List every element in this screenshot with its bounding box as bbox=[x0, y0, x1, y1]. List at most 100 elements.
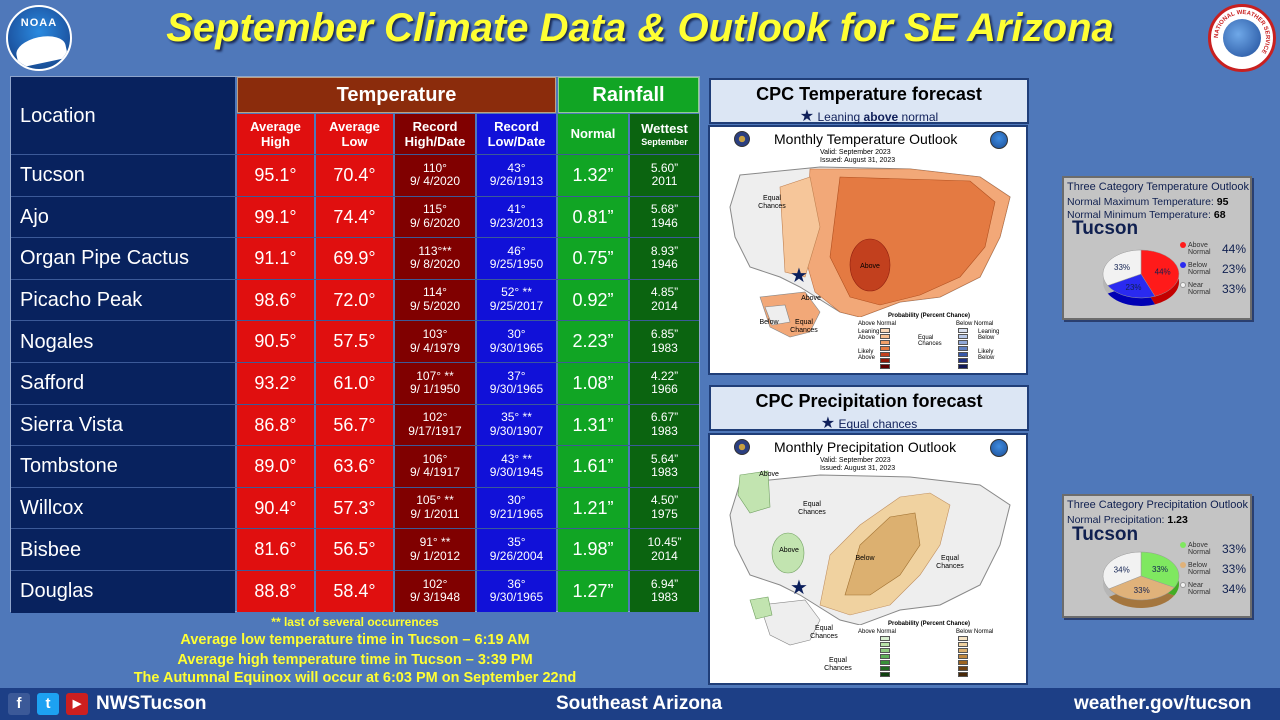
location-name: Tucson bbox=[20, 164, 85, 187]
row-divider bbox=[11, 362, 699, 363]
footer-url[interactable]: weather.gov/tucson bbox=[1074, 693, 1252, 714]
record-low-date: 9/30/1945 bbox=[489, 465, 544, 480]
normal-rainfall-cell: 1.21” bbox=[558, 487, 628, 529]
average-low-cell: 69.9° bbox=[316, 238, 393, 279]
record-low-cell: 43° 9/26/1913 bbox=[477, 155, 556, 196]
precip-legend-below-swatches bbox=[958, 636, 968, 677]
temp-pie-title: Three Category Temperature Outlook bbox=[1067, 181, 1249, 193]
subheader-wettest-month: September bbox=[641, 136, 688, 147]
record-low-value: 43° bbox=[507, 160, 526, 175]
subheader-record-high: Record High/Date bbox=[395, 114, 475, 155]
record-low-date: 9/25/1950 bbox=[489, 257, 544, 272]
record-high-cell: 113°** 9/ 8/2020 bbox=[395, 238, 475, 279]
precip-label-equal-west: Equal Chances bbox=[798, 501, 826, 516]
precip-legend-above-item: Above Normal bbox=[1180, 542, 1211, 556]
record-low-cell: 41° 9/23/2013 bbox=[477, 196, 556, 238]
record-high-cell: 102° 9/ 3/1948 bbox=[395, 571, 475, 612]
facebook-icon[interactable]: f bbox=[8, 693, 30, 715]
record-high-date: 9/ 5/2020 bbox=[409, 299, 461, 314]
average-high-cell: 91.1° bbox=[237, 238, 314, 279]
average-high-cell: 98.6° bbox=[237, 279, 314, 321]
wettest-rainfall-date: 1946 bbox=[651, 215, 678, 230]
average-high-cell: 99.1° bbox=[237, 196, 314, 238]
precip-sub-text: Equal chances bbox=[838, 417, 918, 431]
wettest-rainfall-date: 1946 bbox=[651, 257, 678, 272]
precip-legend-above: Above Normal bbox=[858, 629, 897, 635]
subheader-wettest-label: Wettest bbox=[641, 120, 688, 136]
temp-legend-above-item: Above Normal bbox=[1180, 242, 1211, 256]
temp-pie-min: Normal Minimum Temperature: 68 bbox=[1067, 209, 1226, 221]
precip-pie-chart: 33% 33% 34% bbox=[1102, 551, 1180, 608]
record-low-value: 41° bbox=[507, 202, 526, 217]
normal-rainfall-cell: 1.98” bbox=[558, 529, 628, 570]
record-low-value: 30° bbox=[507, 326, 526, 341]
normal-rainfall-cell: 1.32” bbox=[558, 155, 628, 196]
record-low-value: 35° ** bbox=[501, 410, 532, 425]
average-low-cell: 58.4° bbox=[316, 571, 393, 612]
record-low-value: 43° ** bbox=[501, 451, 532, 466]
wettest-rainfall-value: 4.85” bbox=[650, 285, 679, 300]
temp-pie-chart: 44% 23% 33% bbox=[1102, 249, 1180, 306]
temp-pie-city: Tucson bbox=[1072, 218, 1139, 239]
temp-legend-lean-above: Leaning Above bbox=[858, 329, 880, 341]
footer-handle[interactable]: NWSTucson bbox=[96, 693, 207, 714]
precip-pie-card: Three Category Precipitation Outlook Nor… bbox=[1062, 494, 1252, 618]
temp-legend-above: Above Normal bbox=[858, 321, 897, 327]
nws-globe-icon bbox=[1223, 19, 1261, 57]
temp-legend-above-l1: Above bbox=[1188, 242, 1208, 249]
svg-text:NATIONAL WEATHER SERVICE: NATIONAL WEATHER SERVICE bbox=[1214, 10, 1270, 55]
wettest-rainfall-date: 1966 bbox=[651, 382, 678, 397]
subheader-wettest: Wettest September bbox=[630, 114, 699, 155]
wettest-rainfall-cell: 5.68” 1946 bbox=[630, 196, 699, 238]
record-low-date: 9/30/1965 bbox=[489, 340, 544, 355]
twitter-icon[interactable]: t bbox=[37, 693, 59, 715]
rainfall-header: Rainfall bbox=[558, 77, 699, 113]
record-high-date: 9/ 1/1950 bbox=[409, 382, 461, 397]
tucson-star-icon: ★ bbox=[790, 265, 808, 287]
subheader-average-low: Average Low bbox=[316, 114, 393, 155]
row-divider bbox=[11, 486, 699, 488]
wettest-rainfall-value: 5.60” bbox=[650, 160, 679, 175]
average-high-cell: 86.8° bbox=[237, 404, 314, 446]
wettest-rainfall-cell: 5.60” 2011 bbox=[630, 155, 699, 196]
temp-legend-equal: Equal Chances bbox=[918, 335, 942, 347]
normal-rainfall-cell: 0.75” bbox=[558, 238, 628, 279]
record-high-value: 102° bbox=[422, 410, 448, 425]
location-name: Picacho Peak bbox=[20, 289, 143, 312]
precip-legend-title: Probability (Percent Chance) bbox=[888, 621, 971, 627]
average-high-cell: 81.6° bbox=[237, 529, 314, 570]
noaa-globe-icon bbox=[990, 439, 1008, 457]
location-name: Tombstone bbox=[20, 455, 118, 478]
temp-legend-near-item: Near Normal bbox=[1180, 282, 1211, 296]
normal-rainfall-cell: 0.92” bbox=[558, 279, 628, 321]
location-name: Bisbee bbox=[20, 538, 82, 561]
below-dot-icon bbox=[1180, 262, 1186, 268]
precip-forecast-title: CPC Precipitation forecast bbox=[755, 391, 983, 411]
precip-map-dates: Valid: September 2023 Issued: August 31,… bbox=[820, 457, 895, 474]
record-high-cell: 106° 9/ 4/1917 bbox=[395, 446, 475, 487]
temp-map-graphic bbox=[729, 166, 1025, 373]
record-low-cell: 30° 9/30/1965 bbox=[477, 321, 556, 362]
record-high-value: 114° bbox=[423, 285, 447, 300]
temp-label-above: Above bbox=[860, 263, 880, 270]
record-high-date: 9/ 1/2012 bbox=[409, 548, 461, 563]
record-high-value: 102° bbox=[422, 576, 448, 591]
record-low-date: 9/26/1913 bbox=[489, 174, 544, 189]
record-high-date: 9/ 4/1979 bbox=[409, 340, 461, 355]
wettest-rainfall-cell: 4.50” 1975 bbox=[630, 487, 699, 529]
wettest-rainfall-cell: 6.67” 1983 bbox=[630, 404, 699, 446]
precip-legend-near-l1: Near bbox=[1188, 582, 1204, 589]
precip-label-equal-hawaii: Equal Chances bbox=[824, 657, 852, 672]
record-high-value: 110° bbox=[423, 160, 447, 175]
row-divider bbox=[11, 154, 699, 155]
record-low-date: 9/26/2004 bbox=[489, 548, 544, 563]
record-high-cell: 103° 9/ 4/1979 bbox=[395, 321, 475, 362]
normal-rainfall-cell: 1.27” bbox=[558, 571, 628, 612]
nws-ring-text: NATIONAL WEATHER SERVICE bbox=[1214, 10, 1270, 55]
record-low-cell: 35° 9/26/2004 bbox=[477, 529, 556, 570]
precip-pie-city: Tucson bbox=[1072, 524, 1139, 545]
precip-legend-below: Below Normal bbox=[956, 629, 994, 635]
record-low-cell: 35° ** 9/30/1907 bbox=[477, 404, 556, 446]
youtube-icon[interactable]: ▶ bbox=[66, 693, 88, 715]
precip-legend-above-l2: Normal bbox=[1188, 549, 1211, 556]
